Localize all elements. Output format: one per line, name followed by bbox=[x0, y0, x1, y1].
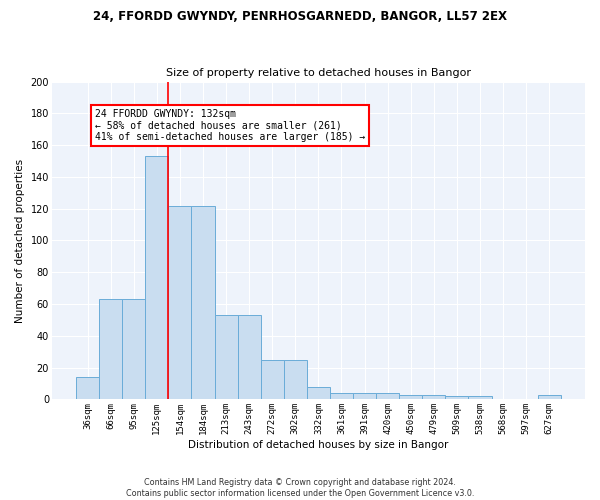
Y-axis label: Number of detached properties: Number of detached properties bbox=[15, 158, 25, 322]
Bar bbox=[284, 360, 307, 400]
Bar bbox=[145, 156, 169, 400]
Bar bbox=[169, 206, 191, 400]
Text: 24 FFORDD GWYNDY: 132sqm
← 58% of detached houses are smaller (261)
41% of semi-: 24 FFORDD GWYNDY: 132sqm ← 58% of detach… bbox=[95, 108, 365, 142]
Bar bbox=[76, 377, 99, 400]
Bar bbox=[538, 394, 561, 400]
Bar bbox=[330, 393, 353, 400]
Bar bbox=[99, 300, 122, 400]
Bar bbox=[191, 206, 215, 400]
Bar bbox=[307, 386, 330, 400]
Bar bbox=[122, 300, 145, 400]
Bar bbox=[376, 393, 399, 400]
Title: Size of property relative to detached houses in Bangor: Size of property relative to detached ho… bbox=[166, 68, 471, 78]
Text: 24, FFORDD GWYNDY, PENRHOSGARNEDD, BANGOR, LL57 2EX: 24, FFORDD GWYNDY, PENRHOSGARNEDD, BANGO… bbox=[93, 10, 507, 23]
Bar bbox=[399, 394, 422, 400]
Bar bbox=[445, 396, 469, 400]
Text: Contains HM Land Registry data © Crown copyright and database right 2024.
Contai: Contains HM Land Registry data © Crown c… bbox=[126, 478, 474, 498]
Bar bbox=[238, 315, 261, 400]
X-axis label: Distribution of detached houses by size in Bangor: Distribution of detached houses by size … bbox=[188, 440, 449, 450]
Bar bbox=[422, 394, 445, 400]
Bar bbox=[215, 315, 238, 400]
Bar bbox=[261, 360, 284, 400]
Bar bbox=[469, 396, 491, 400]
Bar bbox=[353, 393, 376, 400]
